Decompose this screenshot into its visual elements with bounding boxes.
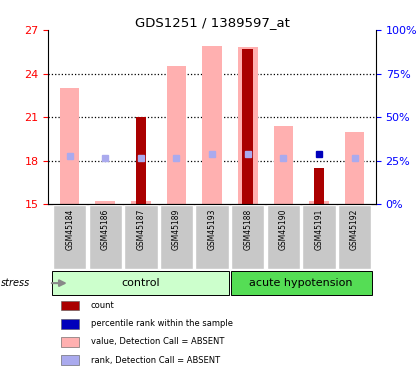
Bar — [131, 201, 151, 204]
Text: percentile rank within the sample: percentile rank within the sample — [91, 320, 233, 328]
Bar — [238, 48, 257, 204]
Bar — [89, 205, 122, 269]
Bar — [60, 88, 79, 204]
Text: value, Detection Call = ABSENT: value, Detection Call = ABSENT — [91, 338, 224, 346]
Text: GSM45191: GSM45191 — [315, 209, 323, 250]
Bar — [273, 126, 293, 204]
Bar — [202, 46, 222, 204]
Text: GSM45189: GSM45189 — [172, 209, 181, 250]
Bar — [61, 356, 79, 365]
Bar — [242, 49, 253, 204]
Text: GSM45186: GSM45186 — [101, 209, 110, 250]
Bar — [195, 205, 229, 269]
Bar — [338, 205, 371, 269]
Text: GSM45193: GSM45193 — [207, 209, 217, 250]
Bar — [302, 205, 336, 269]
Bar — [167, 66, 186, 204]
Text: stress: stress — [1, 278, 30, 288]
Bar — [124, 205, 158, 269]
Bar — [53, 205, 87, 269]
Bar — [231, 272, 372, 295]
Bar — [231, 205, 265, 269]
Bar — [314, 168, 324, 204]
Text: acute hypotension: acute hypotension — [249, 278, 353, 288]
Text: GSM45184: GSM45184 — [65, 209, 74, 250]
Bar — [95, 201, 115, 204]
Bar — [52, 272, 229, 295]
Bar — [61, 301, 79, 310]
Bar — [309, 201, 329, 204]
Bar — [345, 132, 364, 204]
Bar — [267, 205, 300, 269]
Text: GSM45187: GSM45187 — [136, 209, 145, 250]
Bar — [136, 117, 146, 204]
Text: GSM45190: GSM45190 — [279, 209, 288, 250]
Text: GSM45192: GSM45192 — [350, 209, 359, 250]
Bar — [61, 337, 79, 346]
Bar — [61, 319, 79, 328]
Text: control: control — [121, 278, 160, 288]
Text: GSM45188: GSM45188 — [243, 209, 252, 250]
Text: count: count — [91, 301, 115, 310]
Bar — [160, 205, 193, 269]
Title: GDS1251 / 1389597_at: GDS1251 / 1389597_at — [135, 16, 289, 29]
Text: rank, Detection Call = ABSENT: rank, Detection Call = ABSENT — [91, 356, 220, 364]
